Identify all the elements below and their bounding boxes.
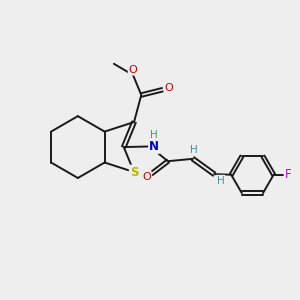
- Text: N: N: [149, 140, 159, 153]
- Text: F: F: [285, 168, 292, 181]
- Text: methyl: methyl: [110, 59, 115, 60]
- Text: O: O: [129, 65, 137, 75]
- Text: S: S: [130, 166, 138, 178]
- Text: H: H: [217, 176, 224, 186]
- Text: O: O: [165, 83, 173, 93]
- Text: H: H: [150, 130, 158, 140]
- Text: H: H: [190, 145, 197, 155]
- Text: O: O: [142, 172, 151, 182]
